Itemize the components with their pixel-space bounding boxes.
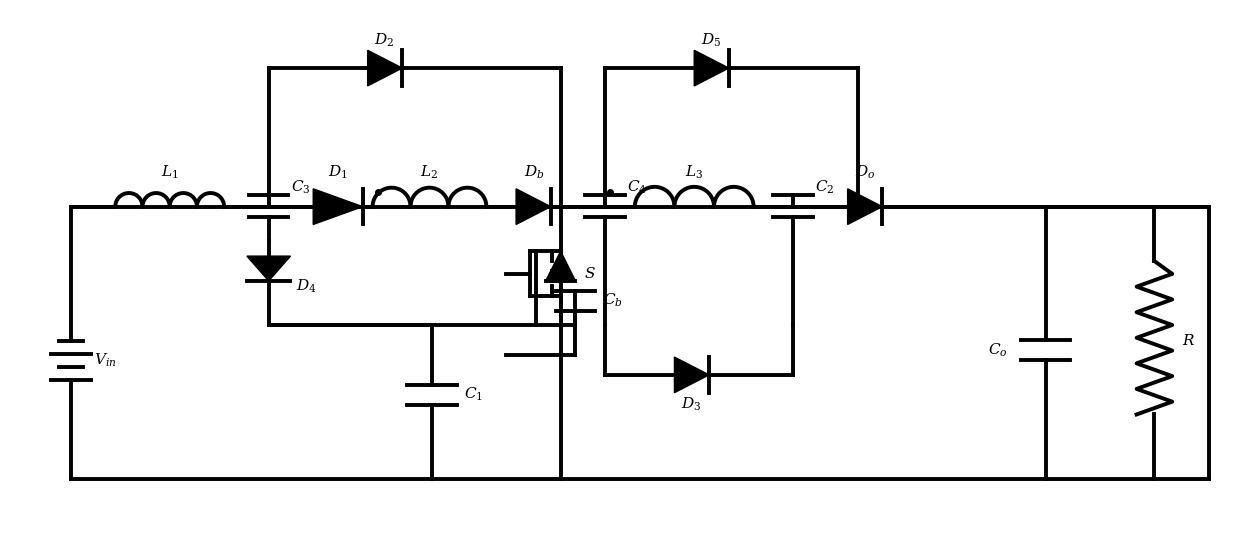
Text: $C_o$: $C_o$ — [988, 341, 1008, 359]
Text: $L_1$: $L_1$ — [161, 163, 179, 181]
Polygon shape — [848, 189, 882, 225]
Polygon shape — [675, 357, 709, 393]
Text: $C_2$: $C_2$ — [815, 178, 835, 196]
Text: $D_3$: $D_3$ — [681, 396, 702, 413]
Text: $C_3$: $C_3$ — [290, 178, 310, 196]
Text: $D_1$: $D_1$ — [329, 163, 348, 181]
Text: $V_{in}$: $V_{in}$ — [94, 351, 117, 369]
Text: $D_o$: $D_o$ — [856, 163, 875, 181]
Text: $L_2$: $L_2$ — [420, 163, 439, 181]
Polygon shape — [546, 251, 575, 281]
Polygon shape — [516, 189, 551, 225]
Text: $D_5$: $D_5$ — [701, 32, 722, 49]
Text: $D_b$: $D_b$ — [523, 163, 544, 181]
Text: $S$: $S$ — [584, 266, 596, 281]
Text: $R$: $R$ — [1183, 333, 1195, 348]
Polygon shape — [247, 256, 290, 281]
Text: $C_b$: $C_b$ — [603, 292, 622, 309]
Text: $D_4$: $D_4$ — [296, 277, 316, 294]
Text: $D_2$: $D_2$ — [374, 32, 394, 49]
Text: $C_1$: $C_1$ — [464, 386, 484, 404]
Polygon shape — [314, 189, 362, 225]
Text: $L_3$: $L_3$ — [686, 163, 703, 181]
Text: $C_4$: $C_4$ — [627, 178, 647, 196]
Polygon shape — [367, 50, 402, 86]
Polygon shape — [694, 50, 729, 86]
